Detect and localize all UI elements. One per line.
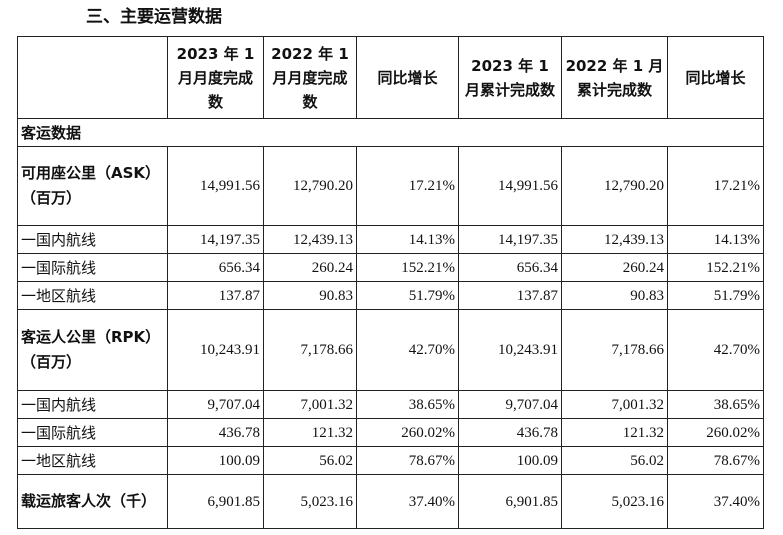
table-row: 一国际航线 656.34 260.24 152.21% 656.34 260.2… [17, 253, 764, 282]
header-cell: 2022 年 1 月累计完成数 [561, 36, 668, 119]
header-cell: 2023 年 1 月累计完成数 [458, 36, 562, 119]
section-row: 客运数据 [17, 118, 764, 147]
row-label: 一地区航线 [17, 281, 168, 310]
table-row: 可用座公里（ASK）（百万） 14,991.56 12,790.20 17.21… [17, 146, 764, 226]
table-row: 一地区航线 100.09 56.02 78.67% 100.09 56.02 7… [17, 446, 764, 475]
row-label: 一国内航线 [17, 390, 168, 419]
table-cell: 90.83 [263, 281, 357, 310]
row-label: 可用座公里（ASK）（百万） [17, 146, 168, 226]
table-cell: 6,901.85 [167, 474, 264, 529]
table-cell: 7,178.66 [263, 309, 357, 391]
table-cell: 152.21% [356, 253, 459, 282]
table-cell: 14,197.35 [458, 225, 562, 254]
table-cell: 5,023.16 [263, 474, 357, 529]
table-cell: 56.02 [561, 446, 668, 475]
table-cell: 17.21% [356, 146, 459, 226]
table-cell: 12,790.20 [561, 146, 668, 226]
table-cell: 14.13% [667, 225, 764, 254]
table-cell: 37.40% [667, 474, 764, 529]
row-label: 客运人公里（RPK）（百万） [17, 309, 168, 391]
table-cell: 137.87 [458, 281, 562, 310]
table-cell: 90.83 [561, 281, 668, 310]
table-cell: 14.13% [356, 225, 459, 254]
table-cell: 100.09 [167, 446, 264, 475]
row-label: 载运旅客人次（千） [17, 474, 168, 529]
table-cell: 7,001.32 [263, 390, 357, 419]
table-cell: 436.78 [167, 418, 264, 447]
row-label: 一国际航线 [17, 418, 168, 447]
row-label: 一国内航线 [17, 225, 168, 254]
table-cell: 10,243.91 [458, 309, 562, 391]
table-cell: 14,991.56 [458, 146, 562, 226]
table-cell: 51.79% [356, 281, 459, 310]
table-row: 客运人公里（RPK）（百万） 10,243.91 7,178.66 42.70%… [17, 309, 764, 391]
header-cell [17, 36, 168, 119]
table-cell: 38.65% [356, 390, 459, 419]
table-cell: 121.32 [263, 418, 357, 447]
table-cell: 38.65% [667, 390, 764, 419]
table-cell: 42.70% [667, 309, 764, 391]
table-cell: 5,023.16 [561, 474, 668, 529]
header-cell: 同比增长 [667, 36, 764, 119]
header-cell: 2023 年 1 月月度完成数 [167, 36, 264, 119]
header-cell: 2022 年 1 月月度完成数 [263, 36, 357, 119]
table-cell: 78.67% [667, 446, 764, 475]
table-cell: 9,707.04 [458, 390, 562, 419]
section-label: 客运数据 [17, 118, 764, 147]
table-cell: 121.32 [561, 418, 668, 447]
table-cell: 42.70% [356, 309, 459, 391]
table-cell: 37.40% [356, 474, 459, 529]
operations-table: 2023 年 1 月月度完成数 2022 年 1 月月度完成数 同比增长 202… [17, 36, 764, 529]
header-cell: 同比增长 [356, 36, 459, 119]
header-row: 2023 年 1 月月度完成数 2022 年 1 月月度完成数 同比增长 202… [17, 36, 764, 119]
table-cell: 100.09 [458, 446, 562, 475]
table-cell: 56.02 [263, 446, 357, 475]
table-row: 一国内航线 9,707.04 7,001.32 38.65% 9,707.04 … [17, 390, 764, 419]
table-cell: 12,439.13 [263, 225, 357, 254]
table-cell: 260.02% [667, 418, 764, 447]
table-cell: 436.78 [458, 418, 562, 447]
table-cell: 51.79% [667, 281, 764, 310]
row-label: 一地区航线 [17, 446, 168, 475]
table-cell: 137.87 [167, 281, 264, 310]
table-cell: 260.24 [263, 253, 357, 282]
table-cell: 12,439.13 [561, 225, 668, 254]
table-cell: 152.21% [667, 253, 764, 282]
table-cell: 14,197.35 [167, 225, 264, 254]
section-title: 三、主要运营数据 [86, 7, 222, 27]
table-cell: 260.24 [561, 253, 668, 282]
table-cell: 656.34 [167, 253, 264, 282]
table-cell: 656.34 [458, 253, 562, 282]
table-row: 一国内航线 14,197.35 12,439.13 14.13% 14,197.… [17, 225, 764, 254]
table-cell: 10,243.91 [167, 309, 264, 391]
table-row: 一地区航线 137.87 90.83 51.79% 137.87 90.83 5… [17, 281, 764, 310]
table-cell: 6,901.85 [458, 474, 562, 529]
table-cell: 17.21% [667, 146, 764, 226]
table-cell: 260.02% [356, 418, 459, 447]
table-cell: 12,790.20 [263, 146, 357, 226]
row-label: 一国际航线 [17, 253, 168, 282]
table-cell: 7,001.32 [561, 390, 668, 419]
table-cell: 9,707.04 [167, 390, 264, 419]
table-row: 载运旅客人次（千） 6,901.85 5,023.16 37.40% 6,901… [17, 474, 764, 529]
table-cell: 14,991.56 [167, 146, 264, 226]
table-cell: 7,178.66 [561, 309, 668, 391]
table-row: 一国际航线 436.78 121.32 260.02% 436.78 121.3… [17, 418, 764, 447]
table-cell: 78.67% [356, 446, 459, 475]
